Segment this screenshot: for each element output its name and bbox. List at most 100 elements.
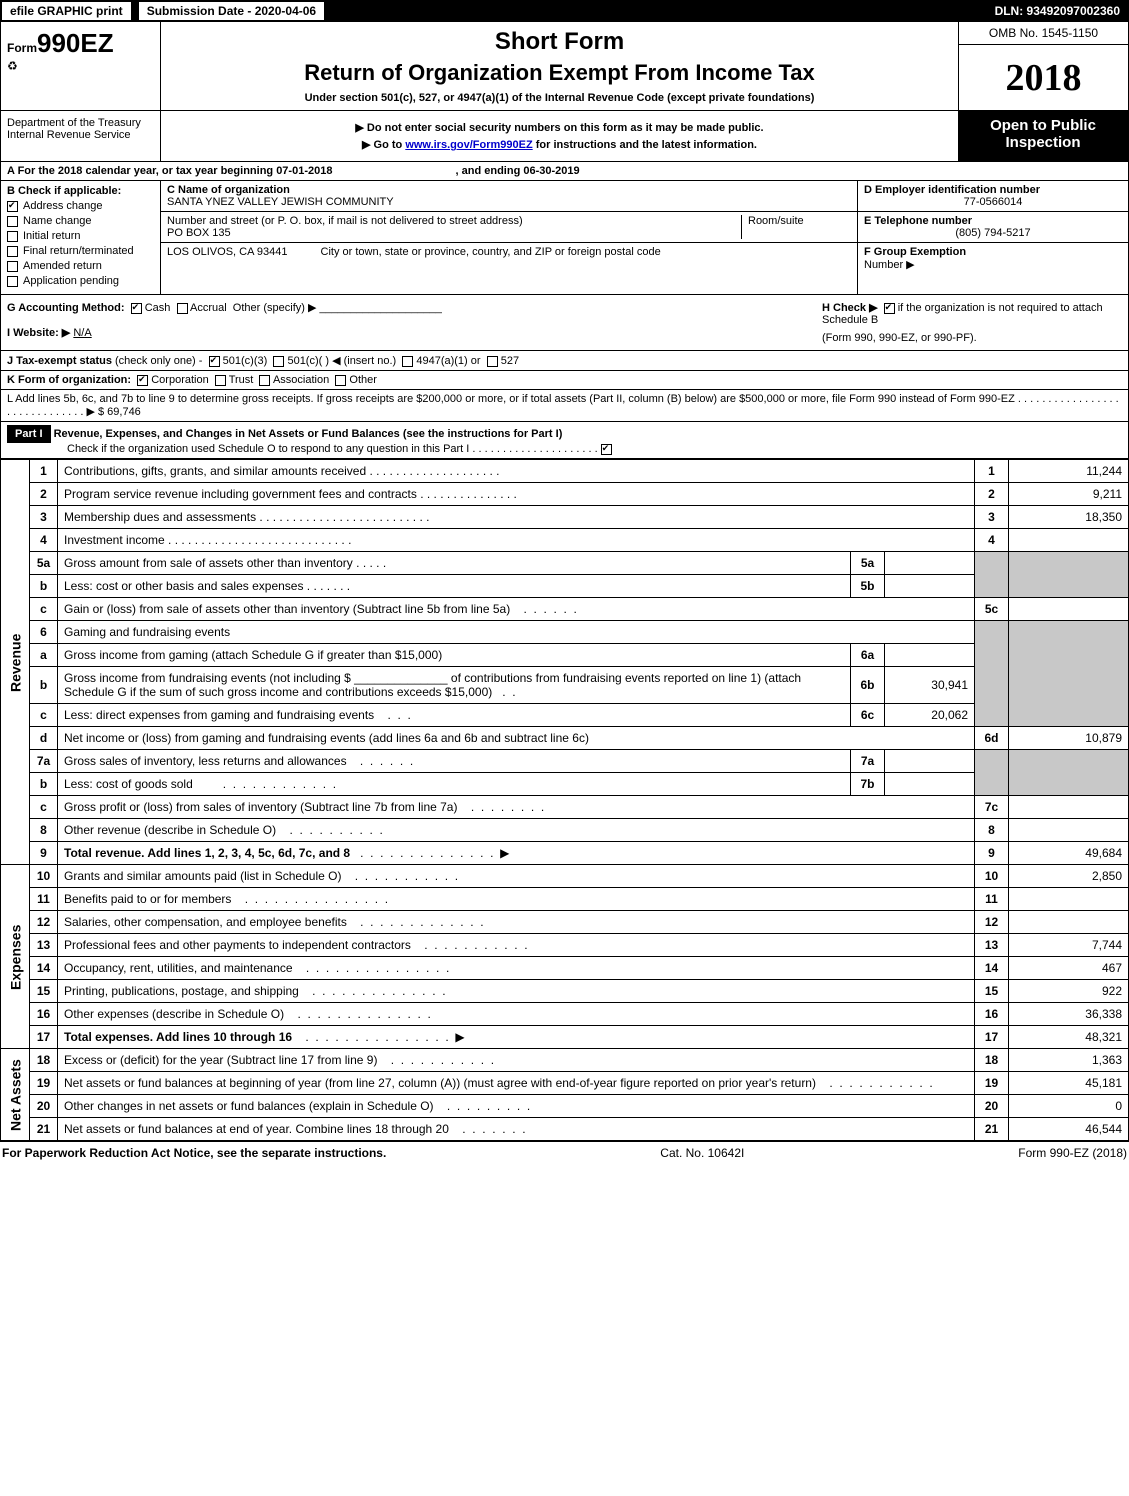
val-20: 0 xyxy=(1009,1095,1129,1118)
part1-title: Revenue, Expenses, and Changes in Net As… xyxy=(54,428,563,440)
pub-suffix: for instructions and the latest informat… xyxy=(533,139,757,151)
box-num-9: 9 xyxy=(975,842,1009,865)
sub-num-7b: 7b xyxy=(851,773,885,796)
checkbox-trust[interactable] xyxy=(215,375,226,386)
org-col: C Name of organization SANTA YNEZ VALLEY… xyxy=(161,181,858,294)
org-city-row: LOS OLIVOS, CA 93441 City or town, state… xyxy=(161,243,857,261)
box-num-10: 10 xyxy=(975,865,1009,888)
checkbox-final-return[interactable] xyxy=(7,246,18,257)
line-num-6d: d xyxy=(30,727,58,750)
val-7c xyxy=(1009,796,1129,819)
line-desc-6c: Less: direct expenses from gaming and fu… xyxy=(64,708,374,722)
line-num-7a: 7a xyxy=(30,750,58,773)
ein-d-value: 77-0566014 xyxy=(864,196,1122,208)
box-num-3: 3 xyxy=(975,506,1009,529)
checkbox-assoc[interactable] xyxy=(259,375,270,386)
ein-col: D Employer identification number 77-0566… xyxy=(858,181,1128,294)
line-num-13: 13 xyxy=(30,934,58,957)
box-num-21: 21 xyxy=(975,1118,1009,1141)
header-grid: Form990EZ ♻ Short Form Return of Organiz… xyxy=(0,22,1129,111)
expenses-section-label: Expenses xyxy=(1,865,30,1049)
top-bar-left: efile GRAPHIC print Submission Date - 20… xyxy=(1,1,325,21)
line-desc-5a: Gross amount from sale of assets other t… xyxy=(64,556,353,570)
line-num-7b: b xyxy=(30,773,58,796)
sub-val-7b xyxy=(885,773,975,796)
top-bar: efile GRAPHIC print Submission Date - 20… xyxy=(0,0,1129,22)
checkbox-application-pending[interactable] xyxy=(7,276,18,287)
sub-val-6b: 30,941 xyxy=(885,667,975,704)
line-num-6a: a xyxy=(30,644,58,667)
checkbox-other[interactable] xyxy=(335,375,346,386)
checkbox-corp[interactable] xyxy=(137,375,148,386)
box-num-14: 14 xyxy=(975,957,1009,980)
box-num-2: 2 xyxy=(975,483,1009,506)
line-num-2: 2 xyxy=(30,483,58,506)
efile-print-button[interactable]: efile GRAPHIC print xyxy=(1,1,132,21)
sub-val-5a xyxy=(885,552,975,575)
header-center: Short Form Return of Organization Exempt… xyxy=(161,22,958,110)
irs-label: Internal Revenue Service xyxy=(7,129,154,141)
line-desc-19: Net assets or fund balances at beginning… xyxy=(64,1076,816,1090)
checkbox-h[interactable] xyxy=(884,303,895,314)
open-to-public-box: Open to Public Inspection xyxy=(958,111,1128,161)
city-label: City or town, state or province, country… xyxy=(321,246,661,258)
paperwork-notice: For Paperwork Reduction Act Notice, see … xyxy=(2,1146,386,1160)
accounting-label: G Accounting Method: xyxy=(7,302,125,314)
checkbox-501c[interactable] xyxy=(273,356,284,367)
box-num-13: 13 xyxy=(975,934,1009,957)
sub-num-6b: 6b xyxy=(851,667,885,704)
line-num-15: 15 xyxy=(30,980,58,1003)
checkbox-cash[interactable] xyxy=(131,303,142,314)
checkbox-address-change[interactable] xyxy=(7,201,18,212)
amended-return-label: Amended return xyxy=(23,260,102,272)
l-row: L Add lines 5b, 6c, and 7b to line 9 to … xyxy=(0,390,1129,422)
checkbox-initial-return[interactable] xyxy=(7,231,18,242)
irs-link[interactable]: www.irs.gov/Form990EZ xyxy=(405,139,532,151)
line-num-16: 16 xyxy=(30,1003,58,1026)
line-num-5a: 5a xyxy=(30,552,58,575)
line-desc-11: Benefits paid to or for members xyxy=(64,892,231,906)
g-row: G Accounting Method: Cash Accrual Other … xyxy=(0,294,1129,351)
final-return-label: Final return/terminated xyxy=(23,245,134,257)
line-desc-3: Membership dues and assessments xyxy=(64,510,256,524)
box-num-11: 11 xyxy=(975,888,1009,911)
h-label: H Check ▶ xyxy=(822,302,878,314)
part1-badge: Part I xyxy=(7,425,51,443)
line-num-7c: c xyxy=(30,796,58,819)
city-value: LOS OLIVOS, CA 93441 xyxy=(167,246,287,258)
val-8 xyxy=(1009,819,1129,842)
checkbox-501c3[interactable] xyxy=(209,356,220,367)
row-a-beginning: A For the 2018 calendar year, or tax yea… xyxy=(7,165,332,177)
checkbox-scheduleO[interactable] xyxy=(601,444,612,455)
checkbox-527[interactable] xyxy=(487,356,498,367)
checkbox-accrual[interactable] xyxy=(177,303,188,314)
grey-val-6 xyxy=(1009,621,1129,727)
initial-return-label: Initial return xyxy=(23,230,80,242)
val-11 xyxy=(1009,888,1129,911)
line-num-1: 1 xyxy=(30,460,58,483)
k-other: Other xyxy=(349,374,377,386)
checkbox-4947[interactable] xyxy=(402,356,413,367)
line-num-3: 3 xyxy=(30,506,58,529)
val-5c xyxy=(1009,598,1129,621)
h-sub: (Form 990, 990-EZ, or 990-PF). xyxy=(822,332,1122,344)
line-desc-6d: Net income or (loss) from gaming and fun… xyxy=(58,727,975,750)
recycle-icon: ♻ xyxy=(7,59,154,73)
sub-val-6a xyxy=(885,644,975,667)
line-num-8: 8 xyxy=(30,819,58,842)
box-num-17: 17 xyxy=(975,1026,1009,1049)
grey-5 xyxy=(975,552,1009,598)
line-num-10: 10 xyxy=(30,865,58,888)
checkbox-name-change[interactable] xyxy=(7,216,18,227)
val-21: 46,544 xyxy=(1009,1118,1129,1141)
checkbox-amended-return[interactable] xyxy=(7,261,18,272)
sub-val-6c: 20,062 xyxy=(885,704,975,727)
line-desc-4: Investment income xyxy=(64,533,165,547)
sub-num-5b: 5b xyxy=(851,575,885,598)
j-label: J Tax-exempt status xyxy=(7,355,112,367)
box-num-1: 1 xyxy=(975,460,1009,483)
j-opt1: 501(c)(3) xyxy=(223,355,268,367)
val-18: 1,363 xyxy=(1009,1049,1129,1072)
val-3: 18,350 xyxy=(1009,506,1129,529)
line-desc-5b: Less: cost or other basis and sales expe… xyxy=(64,579,303,593)
